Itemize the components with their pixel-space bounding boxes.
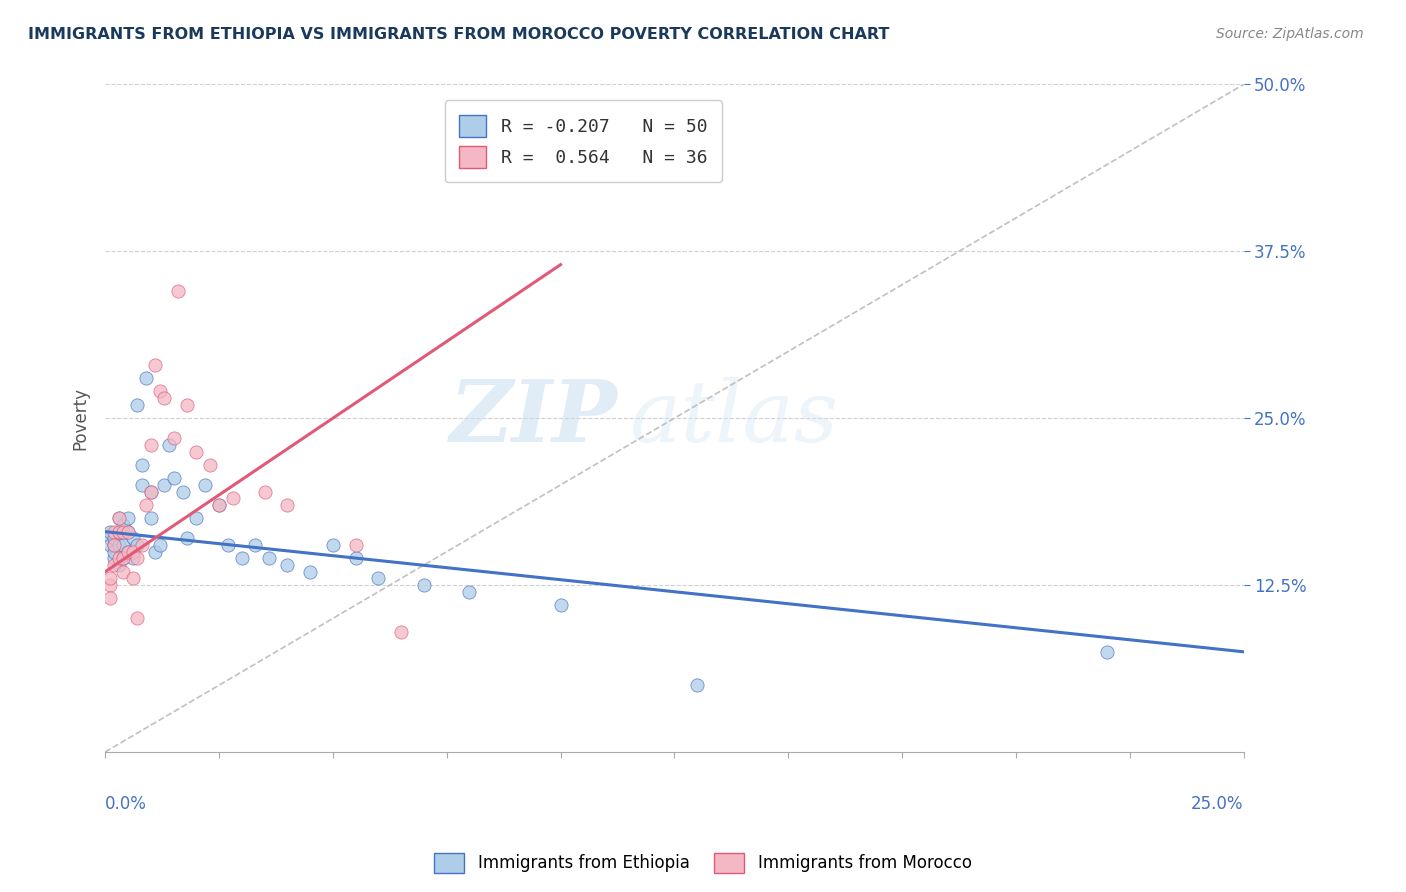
Point <box>276 558 298 572</box>
Point <box>127 611 149 625</box>
Text: ZIP: ZIP <box>450 376 617 460</box>
Text: 25.0%: 25.0% <box>1191 796 1243 814</box>
Point <box>208 498 231 512</box>
Point <box>112 551 135 566</box>
Point <box>108 551 131 566</box>
Point <box>112 518 135 533</box>
Point <box>245 538 267 552</box>
Point <box>162 471 184 485</box>
Point <box>121 532 143 546</box>
Point <box>149 538 172 552</box>
Point <box>103 524 125 539</box>
Point <box>127 398 149 412</box>
Point <box>176 398 198 412</box>
Point <box>367 571 389 585</box>
Point <box>103 532 125 546</box>
Point <box>257 551 280 566</box>
Point <box>276 498 298 512</box>
Point <box>186 511 208 525</box>
Point <box>108 558 131 572</box>
Point <box>135 371 157 385</box>
Point <box>112 565 135 579</box>
Point <box>139 484 162 499</box>
Point <box>112 524 135 539</box>
Point <box>143 358 166 372</box>
Point <box>98 524 121 539</box>
Point <box>127 538 149 552</box>
Point <box>139 484 162 499</box>
Point <box>98 532 121 546</box>
Point <box>98 591 121 606</box>
Point <box>143 544 166 558</box>
Point <box>103 558 125 572</box>
Point <box>550 598 572 612</box>
Point <box>139 438 162 452</box>
Point <box>121 571 143 585</box>
Point <box>135 498 157 512</box>
Point <box>162 431 184 445</box>
Point <box>121 544 143 558</box>
Point <box>98 578 121 592</box>
Point <box>157 438 180 452</box>
Point <box>153 478 176 492</box>
Point <box>458 584 481 599</box>
Point <box>117 544 139 558</box>
Point <box>98 571 121 585</box>
Point <box>131 458 153 472</box>
Point <box>127 551 149 566</box>
Point <box>176 532 198 546</box>
Point <box>108 524 131 539</box>
Point <box>231 551 253 566</box>
Point <box>108 524 131 539</box>
Point <box>186 444 208 458</box>
Point <box>322 538 344 552</box>
Point <box>344 551 367 566</box>
Point <box>167 285 190 299</box>
Point <box>108 538 131 552</box>
Point <box>103 538 125 552</box>
Point <box>103 551 125 566</box>
Point <box>208 498 231 512</box>
Point <box>103 538 125 552</box>
Point <box>131 478 153 492</box>
Point <box>112 538 135 552</box>
Point <box>112 551 135 566</box>
Legend: Immigrants from Ethiopia, Immigrants from Morocco: Immigrants from Ethiopia, Immigrants fro… <box>427 847 979 880</box>
Point <box>198 458 221 472</box>
Point <box>217 538 239 552</box>
Point <box>103 544 125 558</box>
Point <box>1095 645 1118 659</box>
Point <box>108 511 131 525</box>
Text: 0.0%: 0.0% <box>105 796 148 814</box>
Text: atlas: atlas <box>628 376 838 459</box>
Point <box>222 491 245 506</box>
Point <box>153 391 176 405</box>
Point <box>108 511 131 525</box>
Point <box>149 384 172 399</box>
Point <box>117 524 139 539</box>
Point <box>121 551 143 566</box>
Point <box>98 538 121 552</box>
Point <box>344 538 367 552</box>
Point <box>299 565 322 579</box>
Y-axis label: Poverty: Poverty <box>72 386 89 450</box>
Point <box>413 578 436 592</box>
Legend: R = -0.207   N = 50, R =  0.564   N = 36: R = -0.207 N = 50, R = 0.564 N = 36 <box>444 100 721 182</box>
Point <box>131 538 153 552</box>
Text: Source: ZipAtlas.com: Source: ZipAtlas.com <box>1216 27 1364 41</box>
Point <box>194 478 217 492</box>
Point <box>139 511 162 525</box>
Point <box>686 678 709 692</box>
Point <box>117 544 139 558</box>
Text: IMMIGRANTS FROM ETHIOPIA VS IMMIGRANTS FROM MOROCCO POVERTY CORRELATION CHART: IMMIGRANTS FROM ETHIOPIA VS IMMIGRANTS F… <box>28 27 890 42</box>
Point <box>117 524 139 539</box>
Point <box>172 484 194 499</box>
Point <box>117 511 139 525</box>
Point <box>389 624 412 639</box>
Point <box>253 484 276 499</box>
